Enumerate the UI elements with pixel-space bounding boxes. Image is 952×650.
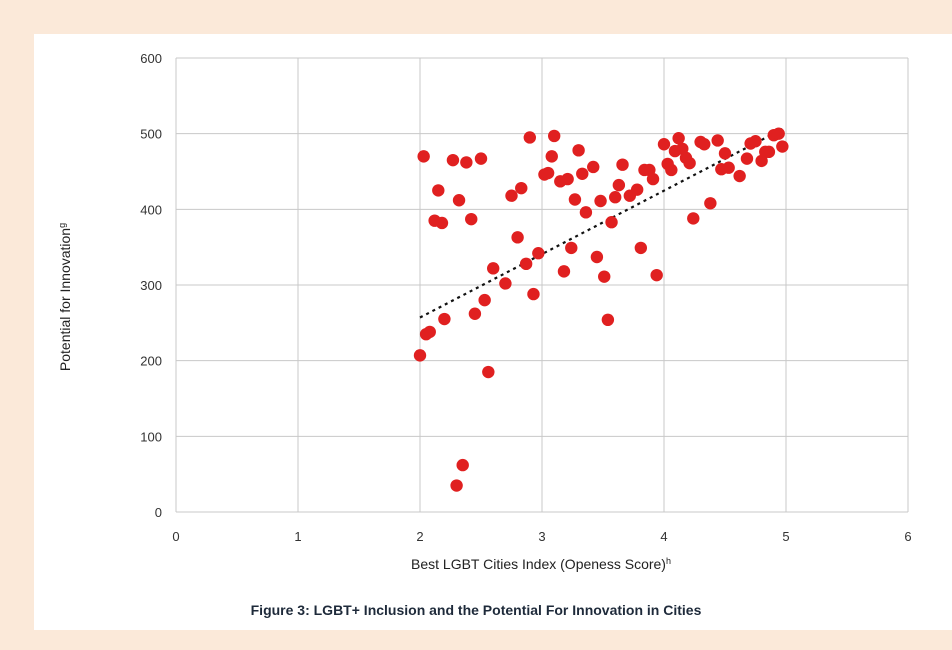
data-point (609, 191, 622, 204)
data-point (616, 158, 629, 171)
data-point (465, 212, 478, 226)
data-point (634, 241, 648, 255)
data-point (772, 127, 785, 140)
data-point (650, 268, 663, 282)
x-tick-label: 5 (782, 529, 789, 544)
data-point (523, 131, 536, 144)
data-point (468, 307, 482, 320)
x-tick-label: 6 (904, 529, 911, 544)
x-tick-label: 2 (416, 529, 423, 544)
x-tick-label: 0 (172, 529, 179, 544)
y-tick-label: 300 (140, 278, 162, 293)
y-tick-label: 600 (140, 51, 162, 66)
y-tick-label: 0 (155, 505, 162, 520)
x-tick-label: 4 (660, 529, 667, 544)
x-axis-title-text: Best LGBT Cities Index (Openess Score) (411, 556, 666, 572)
tick-labels: 0 1 2 3 4 5 6 0 100 200 300 400 500 600 (140, 51, 911, 544)
data-point (561, 172, 574, 186)
trendline (419, 128, 783, 319)
y-axis-title-text: Potential for Innovation (57, 228, 73, 371)
data-point (740, 152, 754, 165)
data-point (482, 365, 495, 379)
data-point (657, 138, 671, 151)
data-point (672, 132, 685, 145)
y-axis-title: Potential for Innovationg (57, 223, 73, 371)
data-point (590, 250, 604, 264)
data-point (438, 312, 451, 326)
data-point (519, 257, 533, 271)
data-point (532, 247, 545, 260)
data-point (576, 167, 589, 180)
data-point (733, 169, 746, 183)
y-tick-label: 500 (140, 127, 162, 142)
data-point (718, 147, 732, 160)
data-point (545, 150, 558, 163)
data-point (605, 215, 618, 229)
figure-caption: Figure 3: LGBT+ Inclusion and the Potent… (250, 602, 702, 618)
data-point (646, 172, 660, 186)
data-point (565, 241, 578, 255)
data-point (612, 178, 626, 192)
y-tick-label: 200 (140, 354, 162, 369)
data-point (776, 140, 789, 153)
data-point (749, 135, 762, 148)
data-point (456, 458, 469, 472)
x-tick-label: 1 (294, 529, 301, 544)
data-point (413, 349, 427, 362)
data-point (450, 479, 463, 492)
data-point (487, 262, 500, 275)
data-point (417, 150, 430, 163)
data-point (698, 138, 711, 151)
gridlines (175, 57, 909, 513)
data-point (452, 194, 466, 207)
data-point (704, 197, 717, 210)
data-point (515, 181, 528, 195)
data-point (548, 129, 561, 143)
y-axis-title-superscript: g (57, 223, 67, 228)
data-point (579, 206, 593, 219)
data-points (413, 127, 789, 492)
data-point (598, 270, 611, 283)
data-point (423, 325, 436, 339)
data-point (557, 265, 571, 278)
data-point (432, 184, 445, 197)
data-point (587, 160, 600, 174)
data-point (665, 163, 678, 177)
data-point (711, 134, 724, 147)
data-point (683, 156, 696, 170)
data-point (435, 216, 449, 230)
data-point (511, 231, 524, 244)
data-point (762, 145, 776, 159)
data-point (687, 212, 700, 225)
data-point (572, 144, 585, 157)
x-axis-title-superscript: h (666, 556, 671, 566)
data-point (630, 183, 644, 196)
data-point (568, 193, 582, 206)
data-point (474, 152, 488, 165)
data-point (505, 189, 518, 202)
trendline-group (419, 128, 783, 319)
data-point (527, 287, 540, 301)
data-point (460, 156, 473, 169)
data-point (722, 161, 735, 174)
data-point (478, 293, 491, 307)
data-point (601, 313, 615, 327)
data-point (541, 166, 555, 180)
y-tick-label: 100 (140, 429, 162, 444)
x-tick-label: 3 (538, 529, 545, 544)
data-point (499, 277, 512, 290)
data-point (594, 194, 607, 208)
data-point (446, 153, 460, 167)
x-axis-title: Best LGBT Cities Index (Openess Score)h (411, 556, 671, 572)
y-tick-label: 400 (140, 202, 162, 217)
